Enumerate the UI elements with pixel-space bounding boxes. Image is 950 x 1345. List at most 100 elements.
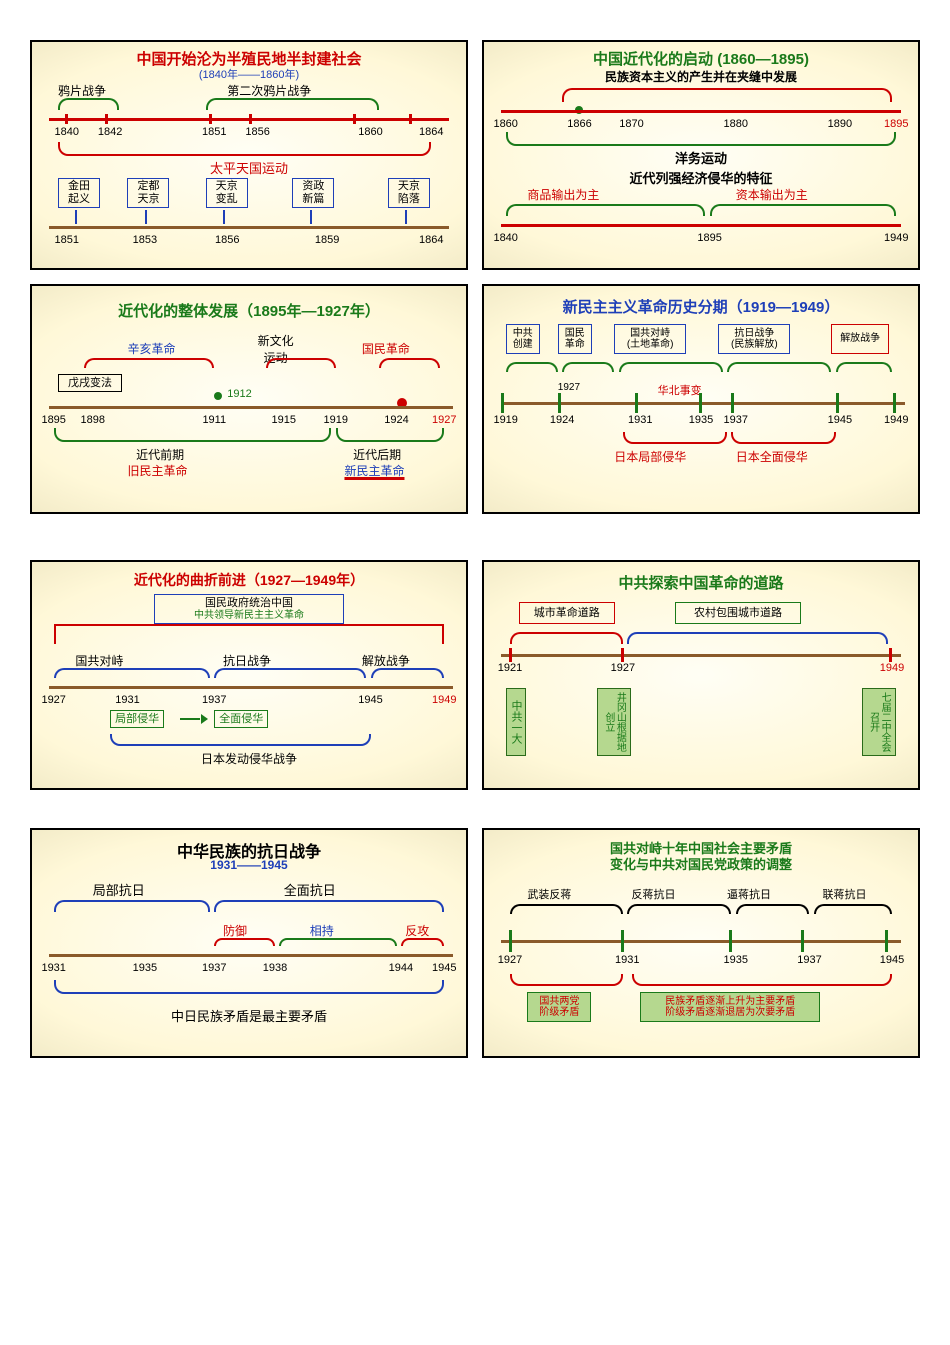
tick-label: 1924 [384, 414, 408, 426]
l: 中日民族矛盾是最主要矛盾 [32, 1006, 466, 1025]
tick-label: 1931 [615, 954, 639, 966]
tick-label: 1895 [41, 414, 65, 426]
arrow [180, 718, 200, 720]
l: 日本发动侵华战争 [32, 750, 466, 767]
tick-label: 1938 [263, 962, 287, 974]
l: 旧民主革命 [127, 462, 187, 479]
p1-subtitle: (1840年——1860年) [32, 66, 466, 82]
tick-label: 1840 [493, 232, 517, 244]
tick-label: 1880 [723, 118, 747, 130]
brace [84, 358, 214, 368]
panel-6: 中共探索中国革命的道路 城市革命道路 农村包围城市道路 192119271949… [482, 560, 920, 790]
brace [58, 98, 119, 110]
brace [506, 204, 706, 216]
l: 近代前期 [136, 446, 184, 463]
l: 全面抗日 [284, 880, 336, 899]
brace [214, 668, 366, 678]
l: 局部抗日 [93, 880, 145, 899]
tick-label: 1927 [611, 662, 635, 674]
panel-4: 新民主主义革命历史分期（1919—1949） 中共 创建国民 革命国共对峙 (土… [482, 284, 920, 514]
tick-label: 1924 [550, 414, 574, 426]
brace [510, 974, 623, 986]
panel-3: 近代化的整体发展（1895年—1927年） 辛亥革命 新文化 运动 国民革命 戊… [30, 284, 468, 514]
p5-axis [49, 686, 453, 689]
box: 戊戌变法 [58, 374, 122, 392]
vbox: 井冈山根据地创立 [597, 688, 631, 756]
tick-label: 1919 [493, 414, 517, 426]
brace [814, 904, 892, 914]
l: 抗日战争 [223, 652, 271, 669]
tick-label: 1921 [498, 662, 522, 674]
dot [214, 392, 222, 400]
tick-label: 1864 [419, 126, 443, 138]
tick-label: 1895 [697, 232, 721, 244]
brace [379, 358, 440, 368]
l: 日本全面侵华 [736, 448, 808, 465]
tick-label: 1860 [358, 126, 382, 138]
tick-label: 1945 [432, 962, 456, 974]
box: 全面侵华 [214, 710, 268, 728]
l: 华北事变 [658, 382, 702, 398]
period-box: 国民 革命 [558, 324, 592, 354]
tick-label: 1945 [358, 694, 382, 706]
p6-title: 中共探索中国革命的道路 [484, 572, 918, 593]
tick-label: 1937 [723, 414, 747, 426]
p6-axis [501, 654, 900, 657]
y: 1912 [227, 388, 251, 400]
box: 城市革命道路 [519, 602, 615, 624]
box: 国共两党 阶级矛盾 [527, 992, 591, 1022]
p2-bt: 近代列强经济侵华的特征 [484, 168, 918, 187]
brace [54, 900, 210, 912]
timeline-box: 金田 起义 [58, 178, 100, 208]
tick-label: 1890 [828, 118, 852, 130]
tick-label: 1840 [54, 126, 78, 138]
brace [562, 88, 892, 102]
p7-axis [49, 954, 453, 957]
brace [510, 632, 623, 644]
l: 辛亥革命 [127, 340, 175, 357]
period-box: 解放战争 [831, 324, 889, 354]
brace [206, 98, 380, 110]
p2-title: 中国近代化的启动 (1860—1895) [484, 48, 918, 69]
brace [710, 204, 897, 216]
brace [506, 132, 897, 146]
timeline-box: 天京 变乱 [206, 178, 248, 208]
box: 国民政府统治中国 中共领导新民主主义革命 [154, 594, 345, 624]
tick-label: 1949 [884, 414, 908, 426]
brace [731, 432, 835, 444]
p7-sub: 1931——1945 [32, 858, 466, 872]
l: 反攻 [405, 922, 429, 939]
tick-label: 1937 [202, 694, 226, 706]
panel-8: 国共对峙十年中国社会主要矛盾 变化与中共对国民党政策的调整 武装反蒋反蒋抗日逼蒋… [482, 828, 920, 1058]
brace [627, 904, 731, 914]
brace [836, 362, 892, 372]
tick-label: 1911 [202, 414, 226, 426]
p8-tb: 变化与中共对国民党政策的调整 [484, 854, 918, 873]
tick-label: 1935 [689, 414, 713, 426]
p4-title: 新民主主义革命历史分期（1919—1949） [484, 296, 918, 317]
tick-label: 1927 [41, 694, 65, 706]
tick-label: 1944 [389, 962, 413, 974]
l: 近代后期 [353, 446, 401, 463]
tick-label: 1935 [133, 962, 157, 974]
timeline-box: 资政 新篇 [292, 178, 334, 208]
tick-label: 1935 [723, 954, 747, 966]
timeline-box: 定都 天京 [127, 178, 169, 208]
period-box: 抗日战争 (民族解放) [718, 324, 790, 354]
brace [214, 900, 444, 912]
brace [214, 938, 275, 946]
tick-label: 1853 [133, 234, 157, 246]
p2-bl: 商品输出为主 [527, 186, 599, 203]
tick-label: 1931 [628, 414, 652, 426]
l: 防御 [223, 922, 247, 939]
tick-label: 1859 [315, 234, 339, 246]
arrowhead [201, 714, 208, 724]
tick-label: 1842 [98, 126, 122, 138]
brace [279, 938, 396, 946]
panel-7: 中华民族的抗日战争 1931——1945 局部抗日 全面抗日 防御 相持 反攻 … [30, 828, 468, 1058]
brace [401, 938, 444, 946]
p1-axis2 [49, 226, 448, 229]
tick-label: 1919 [324, 414, 348, 426]
tick-label: 1937 [202, 962, 226, 974]
brace [506, 362, 558, 372]
